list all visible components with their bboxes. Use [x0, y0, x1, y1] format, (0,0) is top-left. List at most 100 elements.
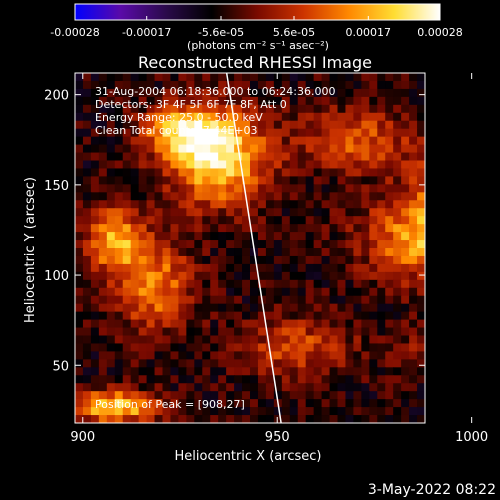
heatmap-cell: [218, 367, 227, 376]
heatmap-cell: [257, 383, 267, 392]
heatmap-cell: [369, 248, 378, 257]
heatmap-cell: [234, 271, 243, 281]
heatmap-cell: [289, 184, 299, 193]
heatmap-cell: [353, 73, 362, 82]
heatmap-cell: [353, 263, 362, 273]
heatmap-cell: [218, 200, 227, 209]
heatmap-cell: [114, 216, 124, 225]
heatmap-cell: [138, 200, 148, 209]
heatmap-cell: [385, 271, 394, 281]
heatmap-cell: [313, 104, 323, 114]
heatmap-cell: [218, 176, 227, 185]
heatmap-cell: [273, 80, 283, 90]
heatmap-cell: [106, 287, 116, 297]
heatmap-cell: [122, 232, 132, 241]
heatmap-cell: [154, 311, 164, 321]
heatmap-cell: [146, 240, 156, 249]
heatmap-cell: [210, 303, 219, 313]
heatmap-cell: [106, 335, 116, 345]
heatmap-cell: [297, 311, 307, 321]
heatmap-cell: [401, 128, 410, 138]
heatmap-cell: [393, 208, 402, 217]
heatmap-cell: [114, 335, 124, 345]
heatmap-cell: [138, 255, 148, 265]
heatmap-cell: [409, 128, 418, 138]
heatmap-cell: [130, 303, 140, 313]
heatmap-cell: [154, 407, 164, 416]
heatmap-cell: [353, 80, 362, 90]
heatmap-cell: [226, 391, 235, 400]
heatmap-cell: [305, 160, 315, 170]
heatmap-cell: [202, 80, 211, 90]
plot-area: 9009501000105050100150200 31-Aug-2004 06…: [44, 72, 488, 445]
heatmap-cell: [75, 303, 84, 313]
heatmap-cell: [138, 168, 148, 177]
heatmap-cell: [321, 351, 331, 360]
heatmap-cell: [82, 184, 92, 193]
heatmap-cell: [82, 144, 92, 154]
heatmap-cell: [313, 367, 323, 376]
heatmap-cell: [313, 263, 323, 273]
heatmap-cell: [130, 255, 140, 265]
heatmap-cell: [393, 335, 402, 345]
heatmap-cell: [401, 168, 410, 177]
heatmap-cell: [98, 176, 108, 185]
heatmap-cell: [329, 240, 339, 249]
heatmap-cell: [257, 184, 267, 193]
heatmap-cell: [353, 208, 362, 217]
heatmap-cell: [106, 255, 116, 265]
heatmap-cell: [146, 303, 156, 313]
heatmap-cell: [194, 104, 203, 114]
heatmap-cell: [162, 295, 172, 305]
heatmap-cell: [329, 383, 339, 392]
heatmap-cell: [146, 319, 156, 329]
heatmap-cell: [162, 232, 172, 241]
heatmap-cell: [162, 391, 172, 400]
heatmap-cell: [289, 271, 299, 281]
heatmap-cell: [90, 120, 100, 130]
heatmap-cell: [377, 192, 386, 201]
heatmap-cell: [297, 104, 307, 114]
heatmap-cell: [417, 104, 425, 114]
heatmap-cell: [329, 319, 339, 329]
heatmap-cell: [178, 192, 187, 201]
heatmap-cell: [321, 120, 331, 130]
heatmap-cell: [305, 176, 315, 185]
heatmap-cell: [186, 184, 195, 193]
heatmap-cell: [297, 216, 307, 225]
heatmap-cell: [242, 176, 251, 185]
heatmap-cell: [178, 327, 187, 337]
heatmap-cell: [337, 335, 347, 345]
heatmap-cell: [178, 224, 187, 233]
heatmap-cell: [75, 192, 84, 201]
heatmap-cell: [75, 335, 84, 345]
heatmap-cell: [361, 128, 370, 138]
heatmap-cell: [265, 184, 275, 193]
heatmap-cell: [170, 176, 179, 185]
heatmap-cell: [273, 255, 283, 265]
heatmap-cell: [250, 255, 259, 265]
heatmap-cell: [337, 80, 347, 90]
heatmap-cell: [385, 255, 394, 265]
heatmap-cell: [409, 168, 418, 177]
heatmap-cell: [281, 375, 291, 384]
heatmap-cell: [82, 112, 92, 122]
heatmap-cell: [178, 271, 187, 281]
heatmap-cell: [242, 248, 251, 257]
heatmap-cell: [313, 343, 323, 352]
heatmap-cell: [186, 303, 195, 313]
heatmap-cell: [417, 367, 425, 376]
heatmap-cell: [146, 160, 156, 170]
heatmap-cell: [369, 351, 378, 360]
heatmap-cell: [98, 407, 108, 416]
heatmap-cell: [257, 415, 267, 423]
heatmap-cell: [377, 80, 386, 90]
heatmap-cell: [289, 160, 299, 170]
heatmap-cell: [345, 351, 354, 360]
heatmap-cell: [257, 319, 267, 329]
heatmap-cell: [250, 351, 259, 360]
heatmap-cell: [130, 375, 140, 384]
heatmap-cell: [138, 136, 148, 146]
heatmap-cell: [90, 176, 100, 185]
y-tick-label: 100: [44, 269, 69, 284]
